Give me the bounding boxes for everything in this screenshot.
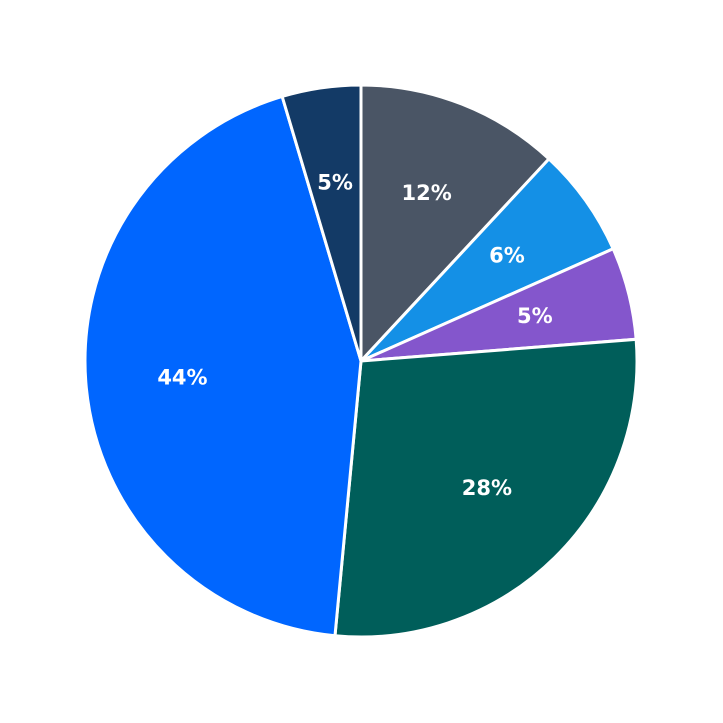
pie-slice [280,83,363,363]
pie-slice [333,337,639,639]
slice-label: 6% [489,244,525,268]
slice-label: 5% [517,304,553,328]
slice-label: 28% [462,476,512,500]
slice-label: 12% [402,181,452,205]
pie-slice [359,157,615,363]
slice-label: 44% [157,365,207,389]
pie-slice [359,83,551,363]
slice-label: 5% [317,170,353,194]
pie-slice [83,94,363,638]
